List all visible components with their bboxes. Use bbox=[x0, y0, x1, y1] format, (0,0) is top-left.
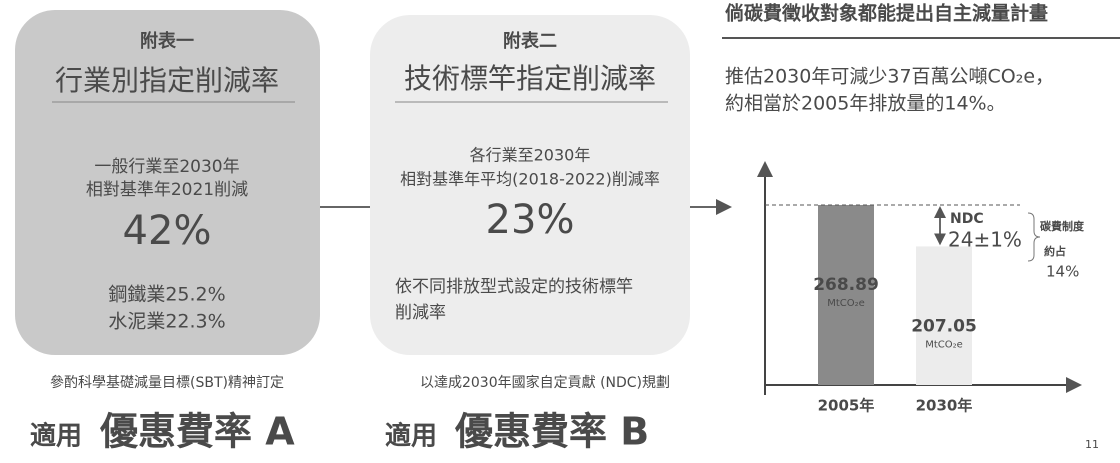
summary: 推估2030年可減少37百萬公噸CO₂e， bbox=[725, 66, 1054, 88]
card-text: 水泥業22.3% bbox=[108, 311, 225, 333]
card-text: 各行業至2030年 bbox=[470, 146, 591, 165]
footer-prefix: 適用 bbox=[385, 421, 437, 452]
card-text: 鋼鐵業25.2% bbox=[108, 284, 225, 306]
footer: 優惠費率 B bbox=[454, 410, 649, 454]
annotation-share: 14% bbox=[1046, 263, 1079, 281]
annotation-note: 約占 bbox=[1044, 244, 1066, 258]
unit-label: MtCO₂e bbox=[925, 339, 963, 350]
footer: 優惠費率 A bbox=[99, 410, 295, 454]
header-title: 倘碳費徵收對象都能提出自主減量計畫 bbox=[725, 2, 1048, 25]
card-text: 相對基準年2021削減 bbox=[86, 180, 248, 200]
card-label: 附表一 bbox=[140, 30, 194, 52]
card-title: 行業別指定削減率 bbox=[55, 64, 279, 97]
card-note: 參酌科學基礎減量目標(SBT)精神訂定 bbox=[50, 374, 284, 391]
page-number: 11 bbox=[1085, 438, 1099, 451]
x-tick-label: 2005年 bbox=[818, 397, 875, 415]
card-text: 依不同排放型式設定的技術標竿 bbox=[395, 277, 633, 297]
summary: 約相當於2005年排放量的14%。 bbox=[725, 93, 1006, 115]
annotation-note: 碳費制度 bbox=[1040, 219, 1085, 233]
card-note: 以達成2030年國家自定貢獻 (NDC)規劃 bbox=[420, 374, 670, 391]
annotation-label: NDC bbox=[950, 211, 984, 227]
card bbox=[15, 10, 320, 355]
card-rate: 42% bbox=[123, 208, 212, 254]
x-tick-label: 2030年 bbox=[916, 397, 973, 415]
card-rate: 23% bbox=[486, 197, 575, 243]
unit-label: MtCO₂e bbox=[827, 298, 865, 309]
value-label: 268.89 bbox=[813, 275, 879, 295]
annotation-value: 24±1% bbox=[948, 228, 1022, 252]
chart: 268.89 MtCO₂e 2005年 207.05 MtCO₂e 2030年 NDC24±… bbox=[765, 204, 1085, 415]
bracket bbox=[1027, 212, 1041, 262]
card-text: 一般行業至2030年 bbox=[94, 157, 239, 177]
bar bbox=[916, 246, 972, 385]
card bbox=[370, 15, 690, 355]
bar bbox=[818, 205, 874, 385]
card-label: 附表二 bbox=[503, 30, 557, 52]
card-text: 削減率 bbox=[395, 303, 446, 323]
card-title: 技術標竿指定削減率 bbox=[404, 62, 656, 95]
value-label: 207.05 bbox=[911, 316, 977, 336]
footer-prefix: 適用 bbox=[30, 421, 82, 452]
card-text: 相對基準年平均(2018-2022)削減率 bbox=[400, 170, 660, 189]
